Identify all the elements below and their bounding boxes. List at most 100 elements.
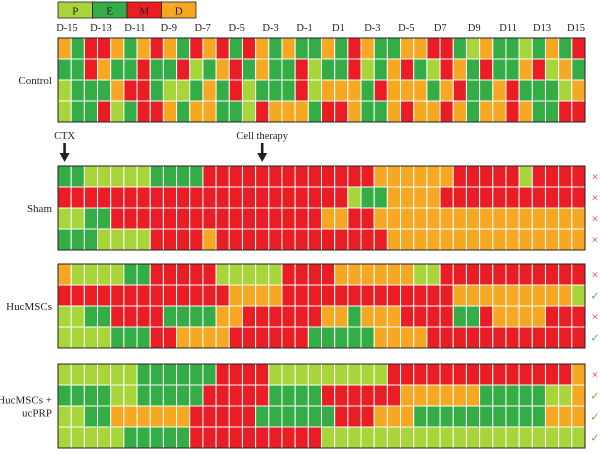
heatmap-cell	[347, 326, 362, 349]
heatmap-cell	[110, 363, 125, 386]
heatmap-cell	[321, 426, 336, 449]
heatmap-cell	[400, 228, 415, 251]
heatmap-cell	[558, 284, 573, 307]
heatmap-cell	[452, 100, 467, 123]
heatmap-cell	[70, 58, 85, 81]
heatmap-cell	[386, 58, 402, 81]
heatmap-cell	[373, 165, 388, 188]
status-mark-cross: ×	[592, 368, 599, 382]
heatmap-cell	[531, 326, 546, 349]
heatmap-cell	[241, 186, 257, 209]
heatmap-cell	[558, 165, 573, 188]
heatmap-cell	[70, 284, 85, 307]
heatmap-cell	[413, 79, 428, 102]
heatmap-cell	[321, 263, 336, 286]
day-label: D1	[332, 23, 345, 34]
heatmap-cell	[255, 405, 270, 428]
heatmap-cell	[400, 58, 415, 81]
heatmap-cell	[334, 100, 349, 123]
heatmap-cell	[386, 165, 402, 188]
heatmap-cell	[426, 263, 441, 286]
group-border	[57, 165, 586, 251]
heatmap-cell	[281, 228, 296, 251]
heatmap-cell	[189, 305, 204, 328]
heatmap-cell	[123, 363, 138, 386]
heatmap-cell	[307, 79, 323, 102]
heatmap-cell	[268, 284, 283, 307]
heatmap-cell	[360, 79, 375, 102]
heatmap-cell	[465, 426, 481, 449]
heatmap-cell	[492, 363, 507, 386]
heatmap-cell	[57, 228, 72, 251]
heatmap-cell	[518, 326, 533, 349]
heatmap-cell	[413, 284, 428, 307]
heatmap-cell	[386, 384, 402, 407]
heatmap-cell	[149, 228, 164, 251]
heatmap-cell	[334, 228, 349, 251]
heatmap-cell	[505, 228, 520, 251]
heatmap-cell	[373, 186, 388, 209]
heatmap-cell	[268, 79, 283, 102]
heatmap-cell	[294, 186, 309, 209]
heatmap-cell	[268, 305, 283, 328]
heatmap-cell	[57, 207, 72, 230]
heatmap-cell	[83, 37, 99, 60]
heatmap-cell	[544, 405, 560, 428]
heatmap-cell	[176, 263, 191, 286]
heatmap-cell	[268, 426, 283, 449]
heatmap-cell	[241, 100, 257, 123]
heatmap-cell	[307, 284, 323, 307]
heatmap-cell	[123, 305, 138, 328]
heatmap-cell	[479, 58, 494, 81]
heatmap-cell	[334, 284, 349, 307]
heatmap-cell	[452, 58, 467, 81]
heatmap-cell	[400, 79, 415, 102]
heatmap-cell	[70, 263, 85, 286]
heatmap-cell	[452, 228, 467, 251]
heatmap-cell	[149, 284, 164, 307]
heatmap-cell	[386, 79, 402, 102]
heatmap-cell	[215, 305, 230, 328]
heatmap-cell	[149, 207, 164, 230]
heatmap-cell	[426, 165, 441, 188]
day-label: D11	[499, 23, 517, 34]
heatmap-cell	[531, 263, 546, 286]
heatmap-cell	[544, 79, 560, 102]
annotations: CTX Cell therapy	[54, 131, 289, 162]
heatmap-cell	[479, 207, 494, 230]
heatmap-cell	[465, 305, 481, 328]
heatmap-cell	[479, 384, 494, 407]
heatmap-cell	[149, 263, 164, 286]
heatmap-cell	[558, 384, 573, 407]
heatmap-cell	[294, 384, 309, 407]
heatmap-cell	[123, 165, 138, 188]
heatmap-cell	[544, 37, 560, 60]
heatmap-cell	[202, 326, 217, 349]
heatmap-cell	[479, 79, 494, 102]
heatmap-cell	[149, 100, 164, 123]
heatmap-cell	[281, 384, 296, 407]
heatmap-cell	[426, 228, 441, 251]
heatmap-cell	[189, 426, 204, 449]
heatmap-cell	[386, 263, 402, 286]
heatmap-cell	[492, 79, 507, 102]
heatmap-cell	[558, 405, 573, 428]
heatmap-cell	[544, 326, 560, 349]
heatmap-cell	[162, 326, 178, 349]
heatmap-cell	[281, 37, 296, 60]
heatmap-cell	[110, 326, 125, 349]
heatmap-cell	[413, 58, 428, 81]
heatmap-cell	[215, 186, 230, 209]
heatmap-cell	[400, 100, 415, 123]
heatmap-cell	[386, 100, 402, 123]
heatmap-cell	[162, 405, 178, 428]
heatmap-cell	[110, 305, 125, 328]
heatmap-cell	[241, 305, 257, 328]
heatmap-cell	[215, 384, 230, 407]
heatmap-cell	[321, 165, 336, 188]
heatmap-cell	[360, 326, 375, 349]
heatmap-cell	[544, 165, 560, 188]
heatmap-cell	[255, 384, 270, 407]
heatmap-cell	[426, 426, 441, 449]
heatmap-cell	[162, 100, 178, 123]
